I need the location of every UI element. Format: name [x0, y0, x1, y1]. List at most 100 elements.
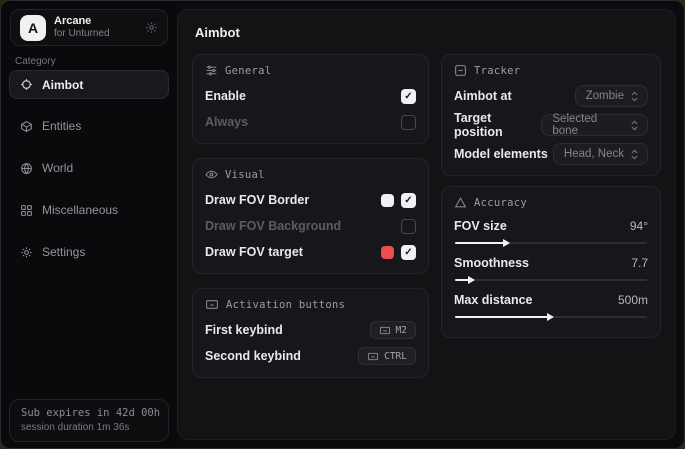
fov-size-value: 94° [629, 219, 648, 233]
setting-row-fov-background: Draw FOV Background ✓ [205, 215, 416, 237]
section-title: Visual [225, 168, 265, 181]
gear-icon[interactable] [145, 21, 158, 34]
visual-card: Visual Draw FOV Border ✓ Draw FOV Backgr… [192, 158, 429, 274]
smoothness-value: 7.7 [631, 256, 648, 270]
chevrons-up-down-icon [630, 120, 639, 131]
setting-label: Draw FOV Border [205, 193, 310, 207]
frame-minus-icon [454, 64, 467, 77]
setting-label: Always [205, 115, 249, 129]
section-title: Accuracy [474, 196, 527, 209]
dropdown-value: Head, Neck [563, 148, 624, 160]
grid-icon [20, 204, 33, 217]
accuracy-card: Accuracy FOV size 94° [441, 186, 661, 338]
dropdown-value: Zombie [585, 90, 624, 102]
setting-row-fov-border: Draw FOV Border ✓ [205, 189, 416, 211]
sidebar-item-miscellaneous[interactable]: Miscellaneous [9, 196, 169, 224]
triangle-icon [454, 196, 467, 209]
smoothness-group: Smoothness 7.7 [454, 254, 648, 285]
fov-target-checkbox[interactable]: ✓ [401, 244, 416, 260]
app-subtitle: for Unturned [54, 28, 110, 40]
slider-thumb[interactable] [468, 276, 476, 284]
app-title: Arcane [54, 15, 92, 28]
second-keybind-button[interactable]: CTRL [358, 347, 416, 365]
section-title: Tracker [474, 64, 521, 77]
app-logo: A [20, 14, 46, 41]
sub-expiry-text: Sub expires in 42d 00h [21, 407, 161, 419]
dropdown-value: Selected bone [552, 113, 598, 137]
session-duration-text: session duration 1m 36s [21, 422, 130, 433]
setting-label: Smoothness [454, 256, 530, 270]
chevrons-up-down-icon [630, 149, 639, 160]
setting-row-enable: Enable ✓ [205, 85, 416, 107]
activation-card: Activation buttons First keybind M2 [192, 288, 429, 378]
keyboard-icon [205, 298, 219, 311]
globe-icon [20, 162, 33, 175]
subscription-card: Sub expires in 42d 00h session duration … [9, 399, 169, 442]
fov-background-checkbox[interactable]: ✓ [401, 218, 416, 234]
crosshair-icon [20, 78, 33, 91]
setting-label: Target position [454, 111, 503, 139]
keybind-value: M2 [395, 324, 407, 336]
enable-checkbox[interactable]: ✓ [401, 88, 416, 104]
max-distance-slider[interactable] [455, 312, 647, 322]
sidebar-item-label: Miscellaneous [42, 203, 119, 217]
sidebar-item-aimbot[interactable]: Aimbot [9, 70, 169, 99]
setting-label: Draw FOV target [205, 245, 303, 259]
chevrons-up-down-icon [630, 91, 639, 102]
setting-row-second-keybind: Second keybind CTRL [205, 345, 416, 367]
setting-label: Aimbot at [454, 89, 512, 103]
sidebar-item-world[interactable]: World [9, 154, 169, 182]
tracker-card: Tracker Aimbot at Zombie [441, 54, 661, 176]
setting-label: Second keybind [205, 349, 301, 363]
page-title: Aimbot [195, 25, 240, 40]
setting-row-aimbot-at: Aimbot at Zombie [454, 85, 648, 107]
box-icon [20, 120, 33, 133]
setting-label: FOV size [454, 219, 507, 233]
keybind-value: CTRL [384, 350, 407, 362]
setting-row-fov-target: Draw FOV target ✓ [205, 241, 416, 263]
general-card: General Enable ✓ Always ✓ [192, 54, 429, 144]
smoothness-slider[interactable] [455, 275, 647, 285]
slider-thumb[interactable] [502, 239, 510, 247]
color-swatch-white[interactable] [381, 193, 394, 207]
setting-row-always: Always ✓ [205, 111, 416, 133]
sidebar-nav: Aimbot Entities World [9, 70, 169, 267]
setting-label: Draw FOV Background [205, 219, 342, 233]
fov-size-group: FOV size 94° [454, 217, 648, 248]
setting-row-first-keybind: First keybind M2 [205, 319, 416, 341]
slider-thumb[interactable] [547, 313, 555, 321]
setting-label: Enable [205, 89, 246, 103]
model-elements-dropdown[interactable]: Head, Neck [552, 143, 648, 165]
sidebar-item-entities[interactable]: Entities [9, 112, 169, 140]
aimbot-at-dropdown[interactable]: Zombie [574, 85, 648, 107]
fov-size-slider[interactable] [455, 238, 647, 248]
section-title: Activation buttons [226, 298, 346, 311]
category-label: Category [15, 56, 56, 67]
always-checkbox[interactable]: ✓ [401, 114, 416, 130]
sidebar-item-label: Entities [42, 119, 82, 133]
max-distance-value: 500m [617, 293, 648, 307]
setting-label: Model elements [454, 147, 548, 161]
color-swatch-red[interactable] [381, 245, 394, 259]
setting-row-target-position: Target position Selected bone [454, 111, 648, 139]
sidebar-item-label: World [42, 161, 74, 175]
sliders-icon [205, 64, 218, 77]
keyboard-icon [379, 325, 391, 336]
section-title: General [225, 64, 272, 77]
max-distance-group: Max distance 500m [454, 291, 648, 322]
sidebar: A Arcane for Unturned Category A [1, 1, 176, 448]
keyboard-icon [367, 351, 379, 362]
first-keybind-button[interactable]: M2 [369, 321, 416, 339]
sidebar-item-label: Settings [42, 245, 86, 259]
target-position-dropdown[interactable]: Selected bone [541, 113, 648, 137]
settings-gear-icon [20, 246, 33, 259]
app-header-card: A Arcane for Unturned [10, 9, 168, 46]
eye-icon [205, 168, 218, 181]
setting-label: Max distance [454, 293, 533, 307]
fov-border-checkbox[interactable]: ✓ [401, 192, 416, 208]
sidebar-item-label: Aimbot [42, 77, 84, 92]
setting-row-model-elements: Model elements Head, Neck [454, 143, 648, 165]
sidebar-item-settings[interactable]: Settings [9, 238, 169, 266]
main-panel: Aimbot General [177, 9, 676, 440]
